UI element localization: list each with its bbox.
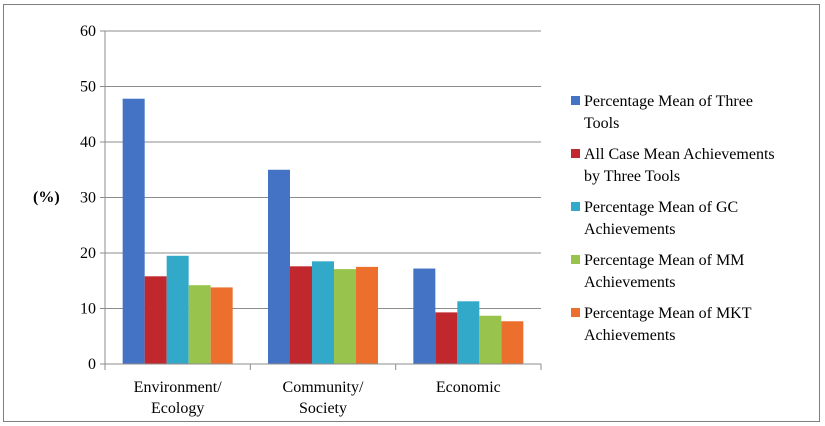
bar [122,98,145,365]
bar [312,261,334,364]
bars [122,98,524,365]
legend-label: Percentage Mean of MKT [584,305,752,322]
bar [188,285,211,364]
y-tick-label: 50 [80,79,96,96]
legend-swatch [571,149,580,158]
bar [435,312,458,364]
y-tick-label: 20 [80,245,96,262]
bar [501,321,524,364]
legend-label: Achievements [584,327,676,344]
y-tick-label: 10 [80,301,96,318]
y-tick-label: 30 [80,190,96,207]
legend-label: Percentage Mean of Three [584,93,753,110]
bar [210,287,233,364]
bar [457,301,480,364]
x-tick-label: Society [299,400,347,417]
bar [268,169,290,364]
legend-swatch [571,202,580,211]
legend-label: Tools [584,115,619,132]
legend: Percentage Mean of Three Tools All Case Me… [571,93,775,344]
y-tick-label: 40 [80,134,96,151]
legend-swatch [571,255,580,264]
tick-labels: 0 10 20 30 40 50 60 Environment/Ecology Communit… [80,23,501,417]
bar [166,255,189,364]
legend-swatch [571,96,580,105]
legend-swatch [571,308,580,317]
bar [479,315,502,364]
bar [144,276,167,364]
bar [290,266,312,364]
legend-label: Percentage Mean of MM [584,252,744,269]
legend-label: Achievements [584,221,676,238]
bar [356,266,378,364]
legend-label: by Three Tools [584,168,680,185]
bar [334,269,356,364]
y-tick-label: 0 [88,356,96,373]
legend-label: Achievements [584,274,676,291]
x-tick-label: Environment/ [134,379,223,396]
x-tick-label: Economic [436,379,501,396]
x-tick-label: Ecology [151,400,204,417]
x-tick-label: Community/ [283,379,364,396]
y-tick-label: 60 [80,23,96,40]
legend-label: All Case Mean Achievements [584,146,775,163]
axes [100,30,542,370]
bar [413,268,436,364]
y-axis-label: (%) [33,189,60,206]
legend-label: Percentage Mean of GC [584,199,738,216]
